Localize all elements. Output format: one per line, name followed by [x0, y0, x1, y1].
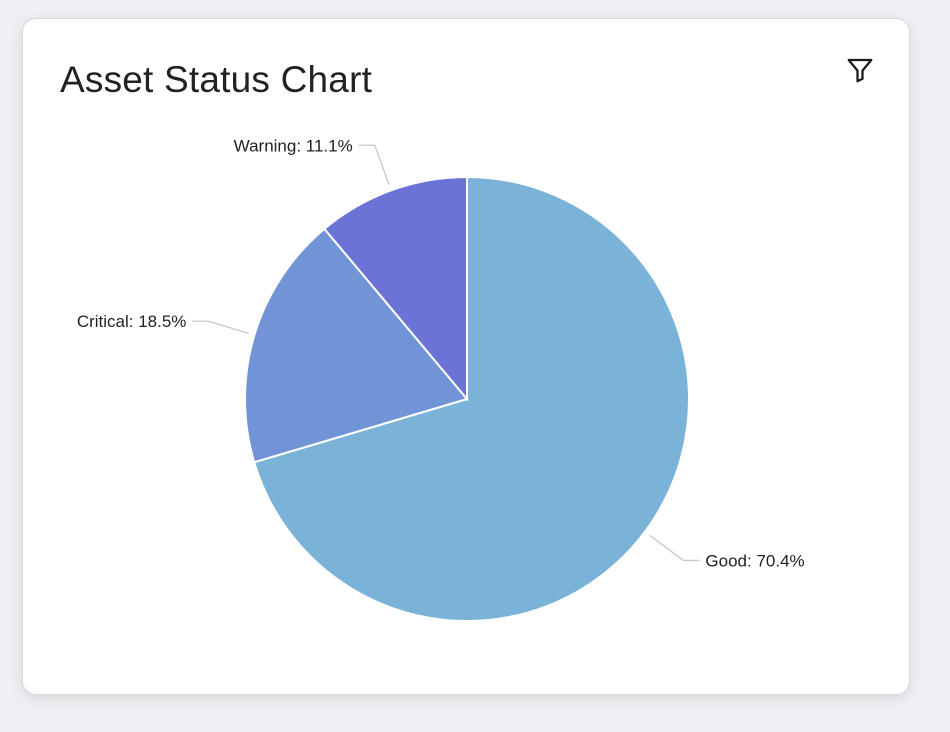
pie-labels: Good: 70.4% Critical: 18.5% Warning: 11.1%	[77, 136, 805, 570]
pie-slice-critical[interactable]	[244, 227, 469, 464]
slice-label-critical: Critical: 18.5%	[77, 312, 187, 331]
pie-slices	[244, 175, 690, 622]
pie-slice-good[interactable]	[252, 175, 690, 622]
slice-label-warning: Warning: 11.1%	[234, 136, 353, 155]
filter-icon	[847, 58, 873, 83]
card-title: Asset Status Chart	[60, 59, 373, 100]
leader-line-good	[649, 534, 700, 562]
filter-button[interactable]	[843, 53, 877, 87]
leader-line-critical	[192, 320, 249, 334]
leader-line-warning	[358, 144, 390, 185]
asset-status-card: Asset Status Chart Good: 70.4% Critical: …	[22, 18, 910, 695]
pie-slice-warning[interactable]	[323, 175, 468, 402]
pie-chart: Good: 70.4% Critical: 18.5% Warning: 11.1%	[77, 136, 805, 622]
slice-label-good: Good: 70.4%	[705, 551, 804, 570]
